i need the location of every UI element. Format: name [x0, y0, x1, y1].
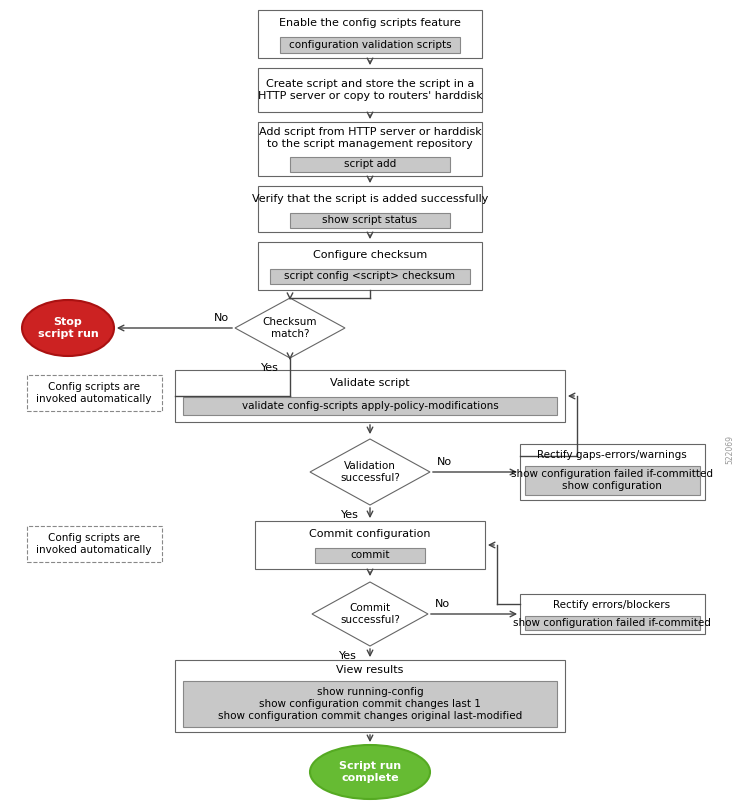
FancyBboxPatch shape [258, 122, 482, 176]
Text: Commit configuration: Commit configuration [309, 529, 431, 539]
Text: Stop
script run: Stop script run [38, 317, 98, 339]
Polygon shape [235, 298, 345, 358]
Text: script config <script> checksum: script config <script> checksum [284, 271, 456, 281]
Text: Commit
successful?: Commit successful? [340, 603, 400, 625]
FancyBboxPatch shape [520, 594, 705, 634]
Text: show running-config
show configuration commit changes last 1
show configuration : show running-config show configuration c… [218, 688, 522, 721]
Text: No: No [213, 313, 229, 323]
FancyBboxPatch shape [255, 521, 485, 569]
Text: No: No [437, 457, 451, 467]
Text: Add script from HTTP server or harddisk
to the script management repository: Add script from HTTP server or harddisk … [258, 128, 482, 148]
Ellipse shape [310, 745, 430, 799]
Text: Verify that the script is added successfully: Verify that the script is added successf… [252, 194, 488, 204]
FancyBboxPatch shape [520, 444, 705, 500]
Text: No: No [434, 599, 450, 609]
FancyBboxPatch shape [258, 242, 482, 290]
Text: Enable the config scripts feature: Enable the config scripts feature [279, 18, 461, 28]
FancyBboxPatch shape [315, 548, 425, 563]
FancyBboxPatch shape [290, 157, 450, 172]
Text: validate config-scripts apply-policy-modifications: validate config-scripts apply-policy-mod… [242, 401, 498, 411]
Text: Yes: Yes [261, 363, 279, 373]
Text: Validate script: Validate script [330, 378, 410, 388]
FancyBboxPatch shape [525, 616, 700, 630]
Text: 522069: 522069 [725, 436, 735, 465]
Text: Yes: Yes [339, 651, 357, 661]
Bar [27, 526, 162, 562]
FancyBboxPatch shape [175, 660, 565, 732]
FancyBboxPatch shape [280, 37, 460, 53]
Text: script add: script add [344, 159, 396, 169]
Text: Script run
complete: Script run complete [339, 761, 401, 783]
Text: Config scripts are
invoked automatically: Config scripts are invoked automatically [36, 533, 152, 554]
Text: Configure checksum: Configure checksum [313, 250, 427, 260]
Text: Config scripts are
invoked automatically: Config scripts are invoked automatically [36, 383, 152, 404]
Text: show configuration failed if-commited: show configuration failed if-commited [513, 618, 711, 628]
Text: show configuration failed if-committed
show configuration: show configuration failed if-committed s… [511, 469, 713, 491]
Text: commit: commit [350, 550, 390, 560]
Bar [27, 375, 162, 411]
Text: Create script and store the script in a
HTTP server or copy to routers' harddisk: Create script and store the script in a … [258, 79, 482, 101]
Text: configuration validation scripts: configuration validation scripts [289, 40, 451, 50]
FancyBboxPatch shape [270, 269, 470, 284]
Polygon shape [312, 582, 428, 646]
FancyBboxPatch shape [183, 397, 557, 415]
FancyBboxPatch shape [290, 213, 450, 228]
FancyBboxPatch shape [258, 10, 482, 58]
Ellipse shape [22, 300, 114, 356]
Text: Yes: Yes [341, 510, 359, 520]
Text: Rectify gaps-errors/warnings: Rectify gaps-errors/warnings [537, 450, 687, 460]
Text: Rectify errors/blockers: Rectify errors/blockers [554, 600, 670, 610]
FancyBboxPatch shape [525, 466, 700, 495]
FancyBboxPatch shape [258, 186, 482, 232]
Text: Checksum
match?: Checksum match? [263, 317, 317, 339]
Polygon shape [310, 439, 430, 505]
FancyBboxPatch shape [175, 370, 565, 422]
Text: show script status: show script status [323, 215, 417, 225]
FancyBboxPatch shape [183, 681, 557, 727]
Text: Validation
successful?: Validation successful? [340, 461, 400, 483]
FancyBboxPatch shape [258, 68, 482, 112]
Text: View results: View results [336, 665, 404, 675]
